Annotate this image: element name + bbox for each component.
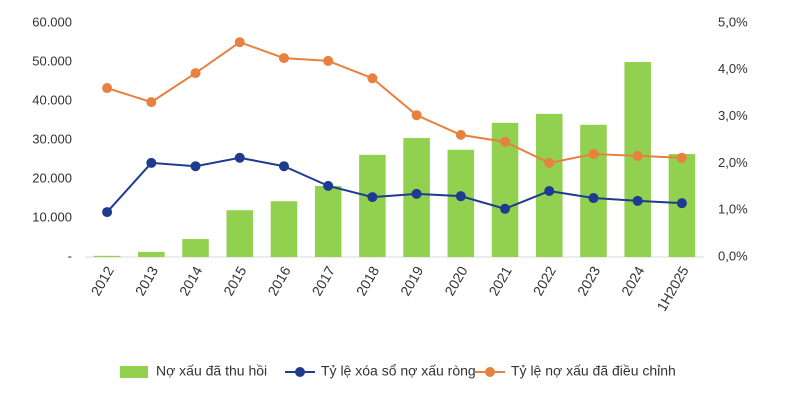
- bar: [359, 154, 386, 257]
- bar: [270, 201, 298, 257]
- y2-tick-label: 1,0%: [718, 202, 748, 217]
- x-tick-label: 2014: [176, 263, 206, 298]
- y-tick-label: 40.000: [32, 92, 72, 107]
- marker: [500, 136, 511, 147]
- x-tick-label: 2018: [353, 263, 383, 298]
- marker: [676, 152, 687, 163]
- x-tick-label: 2023: [574, 263, 604, 298]
- marker: [411, 188, 422, 199]
- marker: [102, 83, 113, 94]
- y2-tick-label: 5,0%: [718, 14, 748, 29]
- x-tick-label: 2022: [530, 263, 560, 298]
- marker: [455, 129, 466, 140]
- y-tick-label: -: [68, 248, 72, 263]
- bar: [226, 210, 254, 257]
- marker: [588, 193, 599, 204]
- line: [106, 41, 682, 164]
- x-tick-label: 2016: [264, 263, 294, 298]
- x-tick-label: 2024: [618, 263, 648, 298]
- marker: [588, 149, 599, 160]
- bar: [447, 149, 475, 257]
- legend-label: Nợ xấu đã thu hồi: [156, 363, 267, 379]
- marker: [323, 55, 334, 66]
- x-tick-label: 2013: [132, 263, 162, 298]
- marker: [234, 152, 245, 163]
- bar: [182, 239, 209, 257]
- y2-tick-label: 0,0%: [718, 248, 748, 263]
- x-tick-label: 2021: [485, 263, 515, 298]
- bar: [314, 186, 342, 257]
- legend-swatch: [485, 367, 495, 377]
- y-tick-label: 60.000: [32, 14, 72, 29]
- y-tick-label: 50.000: [32, 53, 72, 68]
- marker: [632, 195, 643, 206]
- x-tick-label: 1H2025: [653, 263, 691, 314]
- marker: [190, 68, 201, 79]
- y2-tick-label: 2,0%: [718, 155, 748, 170]
- marker: [234, 37, 245, 48]
- y2-tick-label: 4,0%: [718, 61, 748, 76]
- x-tick-label: 2015: [220, 263, 250, 298]
- bar: [93, 255, 121, 257]
- bar: [138, 251, 165, 257]
- marker: [323, 180, 334, 191]
- x-tick-label: 2020: [441, 263, 471, 298]
- marker: [676, 198, 687, 209]
- y2-tick-label: 3,0%: [718, 108, 748, 123]
- marker: [367, 192, 378, 203]
- marker: [190, 161, 201, 172]
- marker: [278, 53, 289, 64]
- x-tick-label: 2012: [87, 263, 117, 298]
- marker: [544, 186, 555, 197]
- x-tick-label: 2017: [309, 263, 339, 298]
- marker: [367, 73, 378, 84]
- legend-swatch: [295, 367, 305, 377]
- y-tick-label: 10.000: [32, 209, 72, 224]
- line: [106, 156, 682, 213]
- marker: [146, 97, 157, 108]
- marker: [146, 157, 157, 168]
- y-tick-label: 20.000: [32, 170, 72, 185]
- marker: [411, 110, 422, 121]
- y-tick-label: 30.000: [32, 131, 72, 146]
- bar: [535, 113, 563, 258]
- marker: [455, 191, 466, 202]
- legend-label: Tỷ lệ xóa sổ nợ xấu ròng: [321, 363, 476, 379]
- marker: [102, 207, 113, 218]
- marker: [544, 157, 555, 168]
- bar: [580, 124, 607, 257]
- marker: [278, 161, 289, 172]
- legend-label: Tỷ lệ nợ xấu đã điều chỉnh: [511, 363, 676, 379]
- marker: [632, 150, 643, 161]
- x-tick-label: 2019: [397, 263, 427, 298]
- legend-swatch: [120, 366, 148, 378]
- marker: [500, 203, 511, 214]
